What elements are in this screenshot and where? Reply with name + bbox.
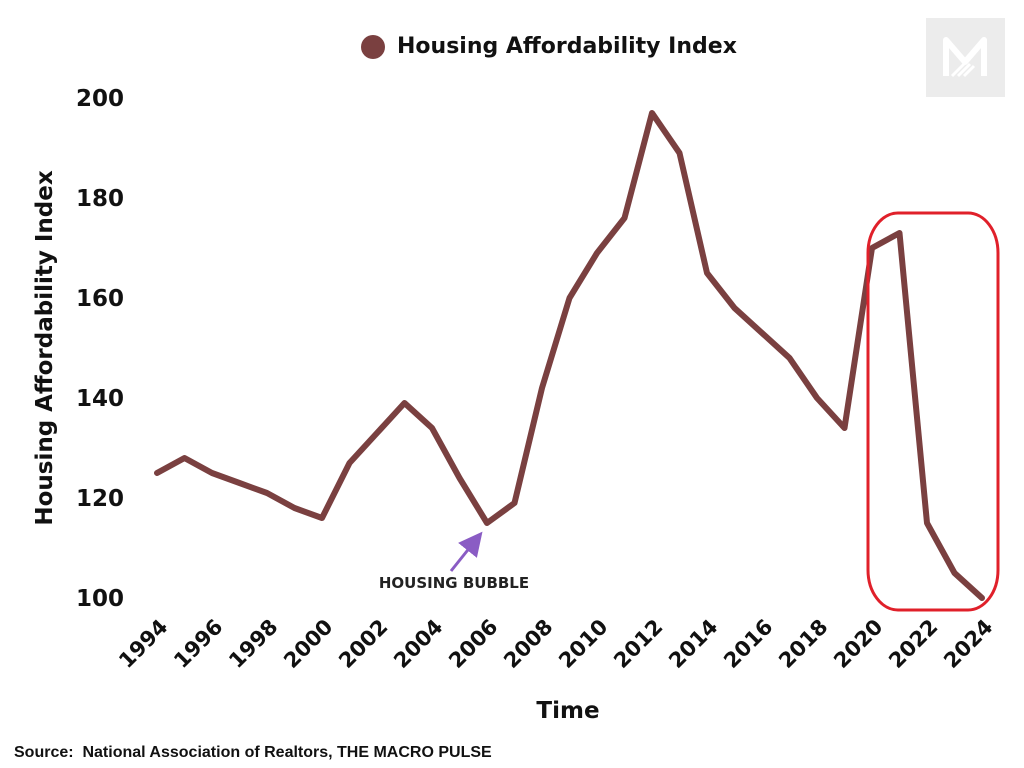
annotation-label: HOUSING BUBBLE xyxy=(379,574,529,592)
series-line xyxy=(154,110,985,601)
x-tick-label: 2016 xyxy=(719,615,777,673)
x-tick-label: 2012 xyxy=(609,615,667,673)
x-tick-label: 2018 xyxy=(774,615,832,673)
legend-label: Housing Affordability Index xyxy=(397,34,737,59)
macro-pulse-logo-icon xyxy=(926,18,1005,97)
x-tick-label: 2008 xyxy=(499,615,557,673)
x-tick-label: 2006 xyxy=(444,615,502,673)
x-tick-label: 2004 xyxy=(389,615,447,673)
x-tick-label: 2020 xyxy=(829,615,887,673)
annotation-arrow xyxy=(449,531,483,572)
x-tick-label: 2010 xyxy=(554,615,612,673)
highlight-layer xyxy=(866,211,1000,612)
x-tick-label: 1994 xyxy=(114,615,172,673)
x-axis-title: Time xyxy=(536,698,599,724)
legend-marker xyxy=(361,35,385,59)
x-tick-label: 1996 xyxy=(169,615,227,673)
source-note: Source: National Association of Realtors… xyxy=(14,744,492,761)
x-tick-label: 2014 xyxy=(664,615,722,673)
y-axis-ticks: 100 120 140 160 180 200 xyxy=(76,86,124,612)
x-tick-label: 1998 xyxy=(224,615,282,673)
x-tick-label: 2002 xyxy=(334,615,392,673)
x-tick-label: 2022 xyxy=(884,615,942,673)
x-axis-ticks: 1994199619982000200220042006200820102012… xyxy=(114,615,997,673)
y-tick-label: 140 xyxy=(76,386,124,412)
y-tick-label: 180 xyxy=(76,186,124,212)
legend: Housing Affordability Index xyxy=(361,34,737,59)
x-tick-label: 2000 xyxy=(279,615,337,673)
y-tick-label: 160 xyxy=(76,286,124,312)
annotation-layer: HOUSING BUBBLE xyxy=(379,531,529,592)
y-tick-label: 200 xyxy=(76,86,124,112)
y-tick-label: 100 xyxy=(76,586,124,612)
series-layer xyxy=(154,110,985,601)
y-axis-title: Housing Affordability Index xyxy=(32,170,58,526)
highlight-box xyxy=(866,211,1000,612)
x-tick-label: 2024 xyxy=(939,615,997,673)
y-tick-label: 120 xyxy=(76,486,124,512)
